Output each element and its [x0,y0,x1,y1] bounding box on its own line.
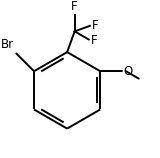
Text: F: F [92,19,98,32]
Text: Br: Br [1,38,14,51]
Text: F: F [90,34,97,47]
Text: O: O [123,65,132,78]
Text: F: F [71,0,78,13]
